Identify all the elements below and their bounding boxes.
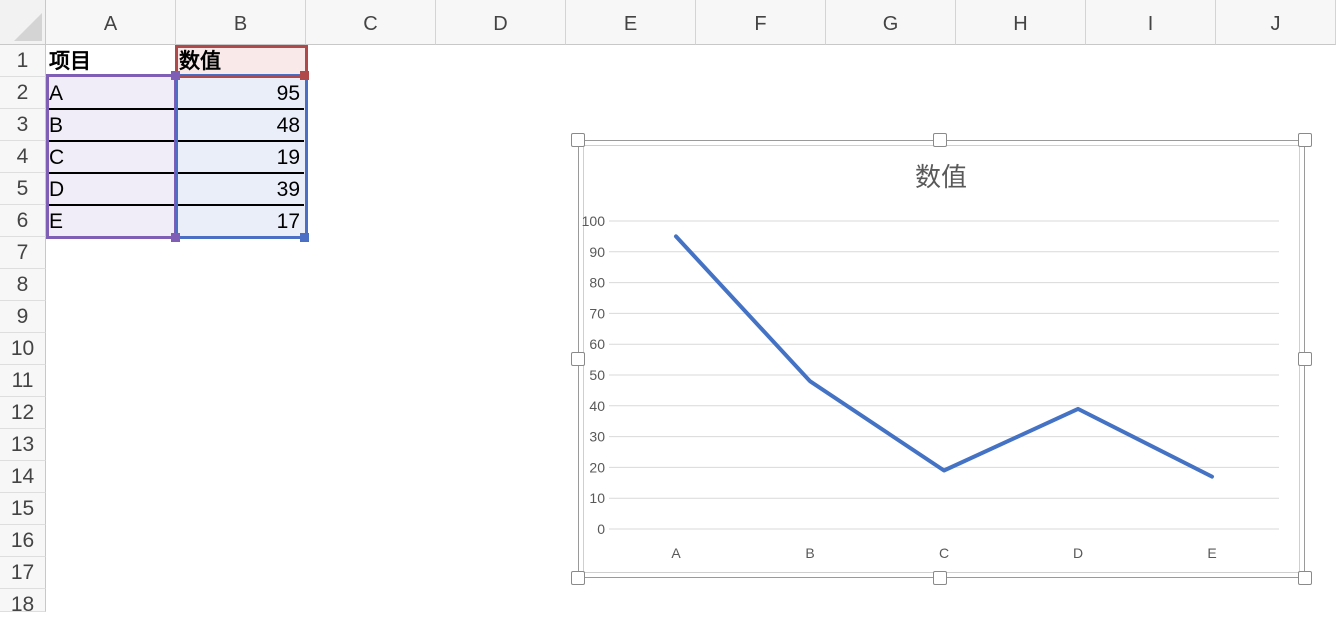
data-point[interactable] (1209, 474, 1215, 480)
y-axis-tick-label[interactable]: 20 (589, 459, 605, 475)
chart-resize-handle-bottom[interactable] (933, 571, 947, 585)
y-axis-tick-label[interactable]: 100 (582, 213, 606, 229)
y-axis-tick-label[interactable]: 10 (589, 490, 605, 506)
data-point[interactable] (807, 378, 813, 384)
cell-b1-value-header[interactable]: 数值 (176, 45, 306, 77)
row-header-8[interactable]: 8 (0, 269, 46, 301)
column-header-h[interactable]: H (956, 0, 1086, 45)
chart-resize-handle-bottom-left[interactable] (571, 571, 585, 585)
select-all-corner[interactable] (0, 0, 46, 45)
column-header-a[interactable]: A (46, 0, 176, 45)
row-header-3[interactable]: 3 (0, 109, 46, 141)
cell-b2-value[interactable]: 95 (176, 77, 306, 109)
data-point[interactable] (673, 233, 679, 239)
range-resize-handle[interactable] (171, 71, 180, 80)
row-header-11[interactable]: 11 (0, 365, 46, 397)
chart-resize-handle-left[interactable] (571, 352, 585, 366)
y-axis-tick-label[interactable]: 0 (597, 521, 605, 537)
chart-resize-handle-top[interactable] (933, 133, 947, 147)
range-resize-handle[interactable] (300, 233, 309, 242)
row-header-14[interactable]: 14 (0, 461, 46, 493)
label-range-highlight[interactable] (46, 74, 177, 239)
y-axis-tick-label[interactable]: 80 (589, 275, 605, 291)
row-header-7[interactable]: 7 (0, 237, 46, 269)
row-header-4[interactable]: 4 (0, 141, 46, 173)
cell-a1-item-header[interactable]: 项目 (49, 50, 91, 73)
row-header-10[interactable]: 10 (0, 333, 46, 365)
cell-a4-label[interactable]: C (46, 141, 176, 173)
cell-a6-label[interactable]: E (46, 205, 176, 237)
row-header-1[interactable]: 1 (0, 45, 46, 77)
chart-resize-handle-top-left[interactable] (571, 133, 585, 147)
row-header-12[interactable]: 12 (0, 397, 46, 429)
chart-resize-handle-right[interactable] (1298, 352, 1312, 366)
x-axis-category-label[interactable]: D (1073, 545, 1083, 561)
column-header-g[interactable]: G (826, 0, 956, 45)
column-header-e[interactable]: E (566, 0, 696, 45)
row-header-16[interactable]: 16 (0, 525, 46, 557)
series-line[interactable] (674, 234, 1214, 479)
data-point[interactable] (941, 467, 947, 473)
column-header-j[interactable]: J (1216, 0, 1336, 45)
cell-b5-value[interactable]: 39 (176, 173, 306, 205)
chart-title[interactable]: 数值 (915, 162, 967, 192)
y-axis-tick-label[interactable]: 60 (589, 336, 605, 352)
column-header-c[interactable]: C (306, 0, 436, 45)
y-axis-tick-label[interactable]: 70 (589, 305, 605, 321)
row-header-9[interactable]: 9 (0, 301, 46, 333)
column-header-f[interactable]: F (696, 0, 826, 45)
row-header-13[interactable]: 13 (0, 429, 46, 461)
row-header-15[interactable]: 15 (0, 493, 46, 525)
range-resize-handle[interactable] (171, 233, 180, 242)
cell-b3-value[interactable]: 48 (176, 109, 306, 141)
cell-b4-value[interactable]: 19 (176, 141, 306, 173)
x-axis-category-label[interactable]: E (1207, 545, 1216, 561)
x-axis-category-label[interactable]: A (671, 545, 681, 561)
cell-b6-value[interactable]: 17 (176, 205, 306, 237)
cell-a3-label[interactable]: B (46, 109, 176, 141)
chart-resize-handle-top-right[interactable] (1298, 133, 1312, 147)
select-all-triangle-icon (14, 13, 42, 41)
row-header-5[interactable]: 5 (0, 173, 46, 205)
y-axis-tick-label[interactable]: 40 (589, 398, 605, 414)
range-resize-handle[interactable] (300, 71, 309, 80)
chart-resize-handle-bottom-right[interactable] (1298, 571, 1312, 585)
row-header-2[interactable]: 2 (0, 77, 46, 109)
x-axis-category-label[interactable]: C (939, 545, 949, 561)
value-range-highlight[interactable] (175, 74, 308, 239)
data-point[interactable] (1075, 406, 1081, 412)
series-name-range-highlight[interactable] (175, 45, 308, 78)
cell-a2-label[interactable]: A (46, 77, 176, 109)
chart-plot[interactable]: 0 10 20 30 40 50 60 70 80 90 100 A B C D E 数值 (578, 140, 1305, 578)
row-header-18[interactable]: 18 (0, 589, 46, 616)
y-axis-tick-label[interactable]: 50 (589, 367, 605, 383)
y-axis-tick-label[interactable]: 30 (589, 429, 605, 445)
x-axis-category-label[interactable]: B (805, 545, 814, 561)
cell-a5-label[interactable]: D (46, 173, 176, 205)
row-header-6[interactable]: 6 (0, 205, 46, 237)
column-header-b[interactable]: B (176, 0, 306, 45)
y-axis-tick-label[interactable]: 90 (589, 244, 605, 260)
column-header-i[interactable]: I (1086, 0, 1216, 45)
row-header-17[interactable]: 17 (0, 557, 46, 589)
column-header-d[interactable]: D (436, 0, 566, 45)
